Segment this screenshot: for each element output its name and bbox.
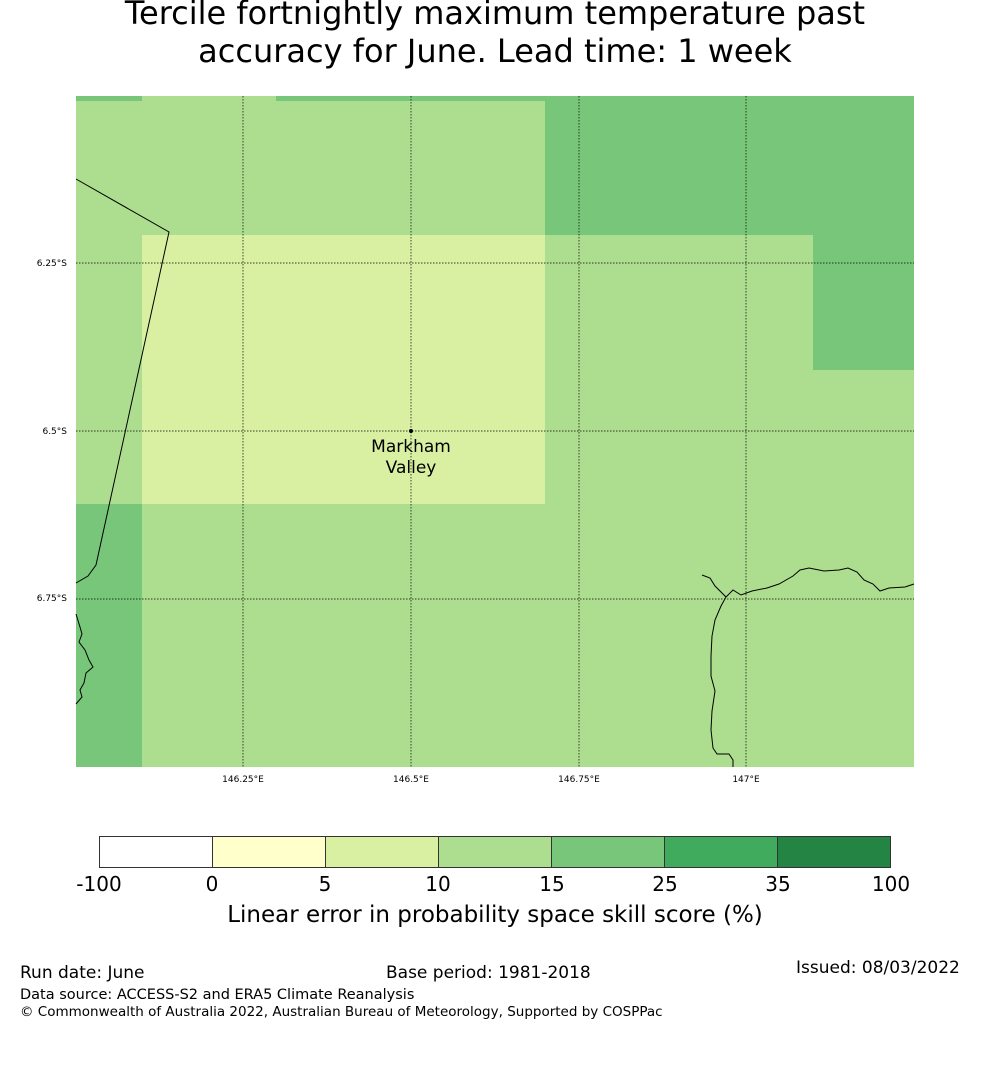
- colorbar-segment: [439, 837, 552, 867]
- colorbar-segment: [213, 837, 326, 867]
- data-source: Data source: ACCESS-S2 and ERA5 Climate …: [20, 987, 415, 1003]
- map-title: Tercile fortnightly maximum temperature …: [0, 0, 990, 70]
- issued-date: Issued: 08/03/2022: [796, 958, 960, 978]
- border-line: [75, 178, 170, 584]
- grid-cell: [545, 96, 914, 235]
- grid-cell: [276, 96, 545, 101]
- colorbar-segment: [665, 837, 778, 867]
- colorbar-segment: [326, 837, 439, 867]
- lon-label: 146.25°E: [222, 775, 264, 785]
- lon-label: 147°E: [732, 775, 760, 785]
- skill-map: Markham Valley 6.25°S 6.5°S 6.75°S 146.2…: [37, 96, 915, 785]
- coastline: [701, 574, 734, 767]
- grid-cell: [813, 235, 914, 370]
- colorbar: [99, 836, 891, 868]
- colorbar-segment: [552, 837, 665, 867]
- colorbar-label: Linear error in probability space skill …: [227, 902, 763, 928]
- coastline: [75, 613, 94, 705]
- location-label-line-1: Markham: [371, 437, 451, 457]
- colorbar-tick: 35: [765, 872, 791, 896]
- boundaries: [75, 178, 915, 767]
- colorbar-tick: 15: [539, 872, 565, 896]
- colorbar-tick: 10: [425, 872, 451, 896]
- lon-labels: 146.25°E 146.5°E 146.75°E 147°E: [222, 775, 760, 785]
- run-date: Run date: June: [20, 963, 145, 983]
- location-marker: [409, 429, 413, 433]
- location-label-line-2: Valley: [386, 458, 437, 478]
- colorbar-tick: 100: [871, 872, 911, 896]
- colorbar-segment: [778, 837, 890, 867]
- coastline: [725, 567, 915, 598]
- title-line-2: accuracy for June. Lead time: 1 week: [198, 32, 792, 70]
- colorbar-segment: [100, 837, 213, 867]
- lat-label: 6.25°S: [37, 259, 68, 269]
- lat-label: 6.5°S: [42, 427, 67, 437]
- colorbar-tick: 25: [652, 872, 678, 896]
- base-period: Base period: 1981-2018: [386, 963, 591, 983]
- title-line-1: Tercile fortnightly maximum temperature …: [124, 0, 866, 32]
- lat-label: 6.75°S: [37, 594, 68, 604]
- colorbar-tick: 5: [318, 872, 332, 896]
- skill-grid: [76, 96, 914, 767]
- grid-cell: [76, 504, 142, 767]
- lat-labels: 6.25°S 6.5°S 6.75°S: [37, 259, 68, 604]
- copyright-notice: © Commonwealth of Australia 2022, Austra…: [20, 1004, 663, 1020]
- colorbar-tick: 0: [205, 872, 219, 896]
- lon-label: 146.75°E: [558, 775, 600, 785]
- grid-cell: [142, 235, 545, 504]
- graticule: [76, 96, 914, 767]
- colorbar-tick: -100: [76, 872, 122, 896]
- lon-label: 146.5°E: [393, 775, 429, 785]
- grid-cell: [76, 96, 142, 101]
